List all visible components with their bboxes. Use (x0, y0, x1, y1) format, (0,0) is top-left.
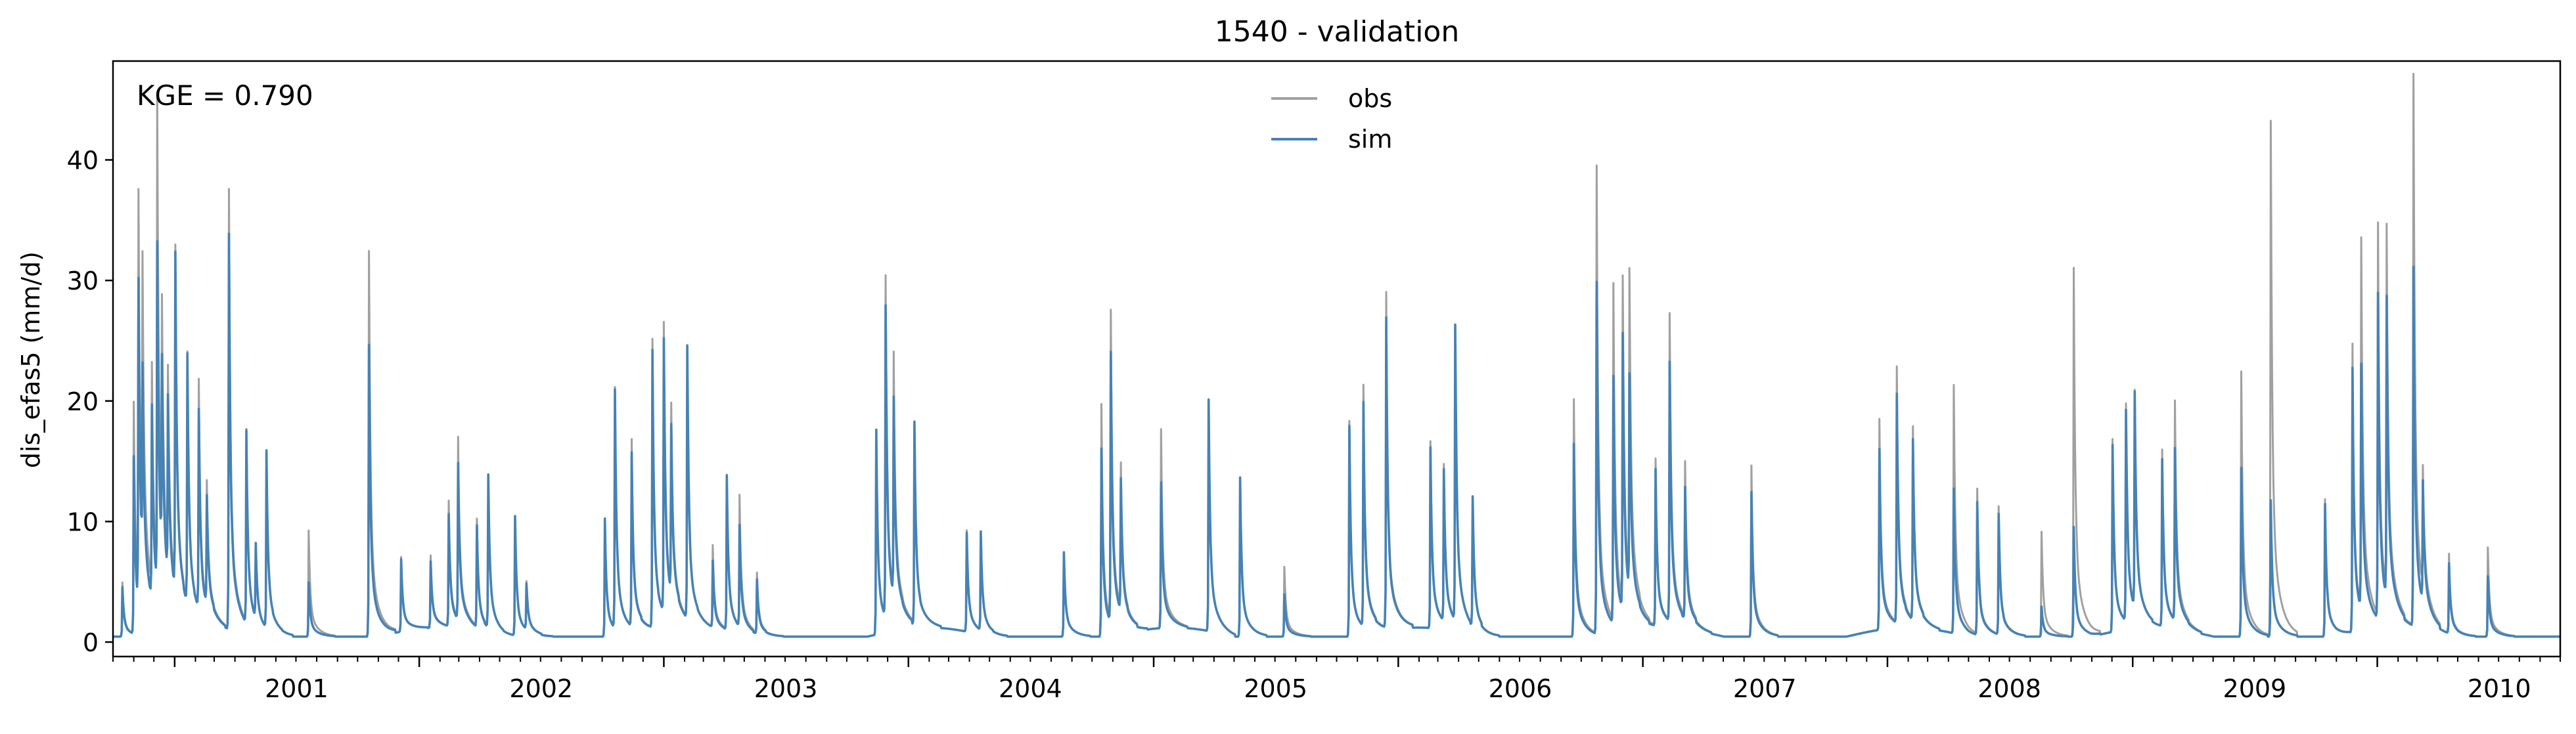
y-tick-label-30: 30 (67, 267, 99, 295)
y-tick-label-40: 40 (67, 146, 99, 175)
x-tick-label-2006: 2006 (1489, 674, 1552, 703)
y-tick-label-10: 10 (67, 507, 99, 536)
chart-title: 1540 - validation (1215, 15, 1459, 49)
x-tick-label-2001: 2001 (265, 674, 328, 703)
x-tick-label-2005: 2005 (1244, 674, 1307, 703)
x-tick-label-2009: 2009 (2223, 674, 2287, 703)
x-tick-label-2003: 2003 (754, 674, 818, 703)
legend-obs-label: obs (1348, 84, 1392, 113)
x-tick-label-2008: 2008 (1977, 674, 2041, 703)
legend-sim-label: sim (1348, 125, 1392, 154)
kge-annotation: KGE = 0.790 (137, 79, 313, 112)
x-tick-label-2010: 2010 (2468, 674, 2531, 703)
y-tick-label-20: 20 (67, 387, 99, 416)
x-tick-label-2004: 2004 (999, 674, 1062, 703)
y-axis-label: dis_efas5 (mm/d) (16, 251, 45, 468)
x-tick-label-2002: 2002 (509, 674, 573, 703)
y-tick-label-0: 0 (83, 628, 99, 657)
x-tick-label-2007: 2007 (1733, 674, 1797, 703)
